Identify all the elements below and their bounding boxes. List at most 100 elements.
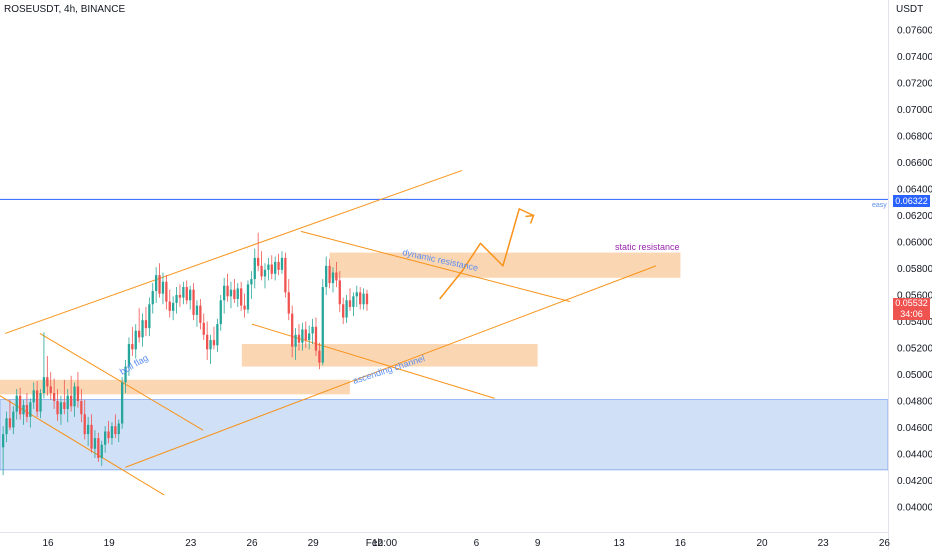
candle-body bbox=[56, 401, 59, 415]
candle bbox=[124, 359, 127, 394]
candle-body bbox=[69, 395, 73, 407]
candle bbox=[345, 295, 348, 323]
candle bbox=[280, 251, 284, 274]
candle bbox=[151, 283, 154, 314]
candle bbox=[100, 440, 103, 466]
time-tick-label: 19 bbox=[104, 538, 116, 549]
candle-body bbox=[301, 329, 304, 343]
candle-body bbox=[86, 424, 90, 435]
candle bbox=[348, 288, 352, 311]
price-tick-label: 0.05800 bbox=[897, 264, 932, 275]
trendline-dynamic-resistance bbox=[300, 230, 571, 303]
candle-body bbox=[294, 334, 297, 347]
candle-body bbox=[76, 386, 80, 401]
projection-arrowhead bbox=[525, 214, 535, 224]
candle bbox=[321, 279, 324, 366]
candle-body bbox=[331, 272, 335, 284]
candle-body bbox=[80, 401, 83, 415]
candle-body bbox=[277, 261, 280, 270]
price-tick-label: 0.07000 bbox=[897, 105, 932, 116]
easy-line-price-label: 0.06322 bbox=[893, 195, 930, 207]
candle bbox=[80, 389, 83, 423]
candle bbox=[270, 255, 273, 280]
candle-body bbox=[216, 324, 219, 346]
candle bbox=[206, 321, 209, 360]
candle-body bbox=[338, 280, 341, 305]
price-tick-label: 0.06000 bbox=[897, 238, 932, 249]
candle-body bbox=[59, 402, 63, 415]
price-tick-label: 0.05400 bbox=[897, 317, 932, 328]
price-tick-label: 0.05600 bbox=[897, 291, 932, 302]
price-axis: 0.07600 0.07400 0.07200 0.07000 0.06800 0.066… bbox=[888, 0, 932, 550]
candle-body bbox=[209, 340, 212, 350]
candle-body bbox=[5, 418, 8, 435]
candle bbox=[365, 289, 369, 311]
candle-body bbox=[314, 326, 318, 351]
last-price-label: 0.05532 34:06 bbox=[893, 298, 930, 320]
candle-body bbox=[175, 295, 178, 303]
zones-layer bbox=[0, 252, 888, 471]
candle bbox=[277, 253, 280, 276]
candle-body bbox=[348, 300, 352, 307]
candle bbox=[141, 313, 144, 347]
candle bbox=[15, 389, 18, 420]
candle-body bbox=[52, 393, 56, 401]
candle bbox=[216, 318, 219, 352]
candle-body bbox=[172, 302, 175, 311]
candle-body bbox=[352, 296, 355, 307]
candle bbox=[246, 280, 250, 314]
candle bbox=[287, 279, 290, 321]
candle-body bbox=[345, 300, 348, 318]
candle-body bbox=[226, 285, 229, 297]
candle bbox=[338, 271, 341, 313]
candle-body bbox=[189, 289, 192, 301]
candle-body bbox=[39, 393, 42, 412]
candle bbox=[301, 322, 304, 351]
candle-body bbox=[199, 305, 202, 323]
candle-body bbox=[178, 295, 182, 298]
candle bbox=[86, 416, 90, 447]
candle bbox=[127, 337, 131, 376]
candle-body bbox=[90, 424, 93, 449]
candle bbox=[311, 318, 314, 345]
candle-body bbox=[151, 291, 154, 305]
candle-body bbox=[158, 275, 161, 294]
candle bbox=[18, 387, 22, 420]
candle bbox=[158, 263, 161, 298]
candle bbox=[1, 426, 5, 476]
candle-body bbox=[243, 305, 246, 310]
candle bbox=[352, 292, 355, 317]
candle bbox=[114, 414, 117, 439]
candle bbox=[148, 297, 151, 337]
candle bbox=[168, 289, 171, 318]
candle bbox=[69, 375, 73, 412]
candle-body bbox=[223, 285, 226, 301]
candle-body bbox=[318, 350, 321, 363]
candle-body bbox=[100, 444, 103, 458]
easy-tag: easy bbox=[872, 202, 887, 209]
candle-body bbox=[131, 344, 134, 350]
candle bbox=[172, 296, 175, 321]
candle bbox=[59, 395, 63, 425]
candle-body bbox=[83, 414, 86, 435]
candle-body bbox=[32, 390, 35, 403]
candle-body bbox=[342, 304, 345, 318]
candle bbox=[155, 267, 158, 303]
candle-body bbox=[8, 418, 12, 428]
candle bbox=[49, 371, 52, 400]
price-tick-label: 0.06200 bbox=[897, 211, 932, 222]
zone-bull-flag-zone bbox=[0, 379, 350, 395]
candle bbox=[263, 263, 267, 289]
price-tick-label: 0.06400 bbox=[897, 185, 932, 196]
candle bbox=[331, 267, 335, 293]
candle bbox=[243, 293, 246, 318]
time-tick-label: 6 bbox=[474, 538, 480, 549]
candle bbox=[107, 420, 110, 444]
candle-body bbox=[233, 289, 236, 299]
candle-body bbox=[263, 269, 267, 277]
last-price-value: 0.05532 bbox=[895, 298, 928, 308]
candle-body bbox=[49, 386, 52, 394]
candle-body bbox=[107, 431, 110, 439]
candle bbox=[233, 279, 236, 303]
